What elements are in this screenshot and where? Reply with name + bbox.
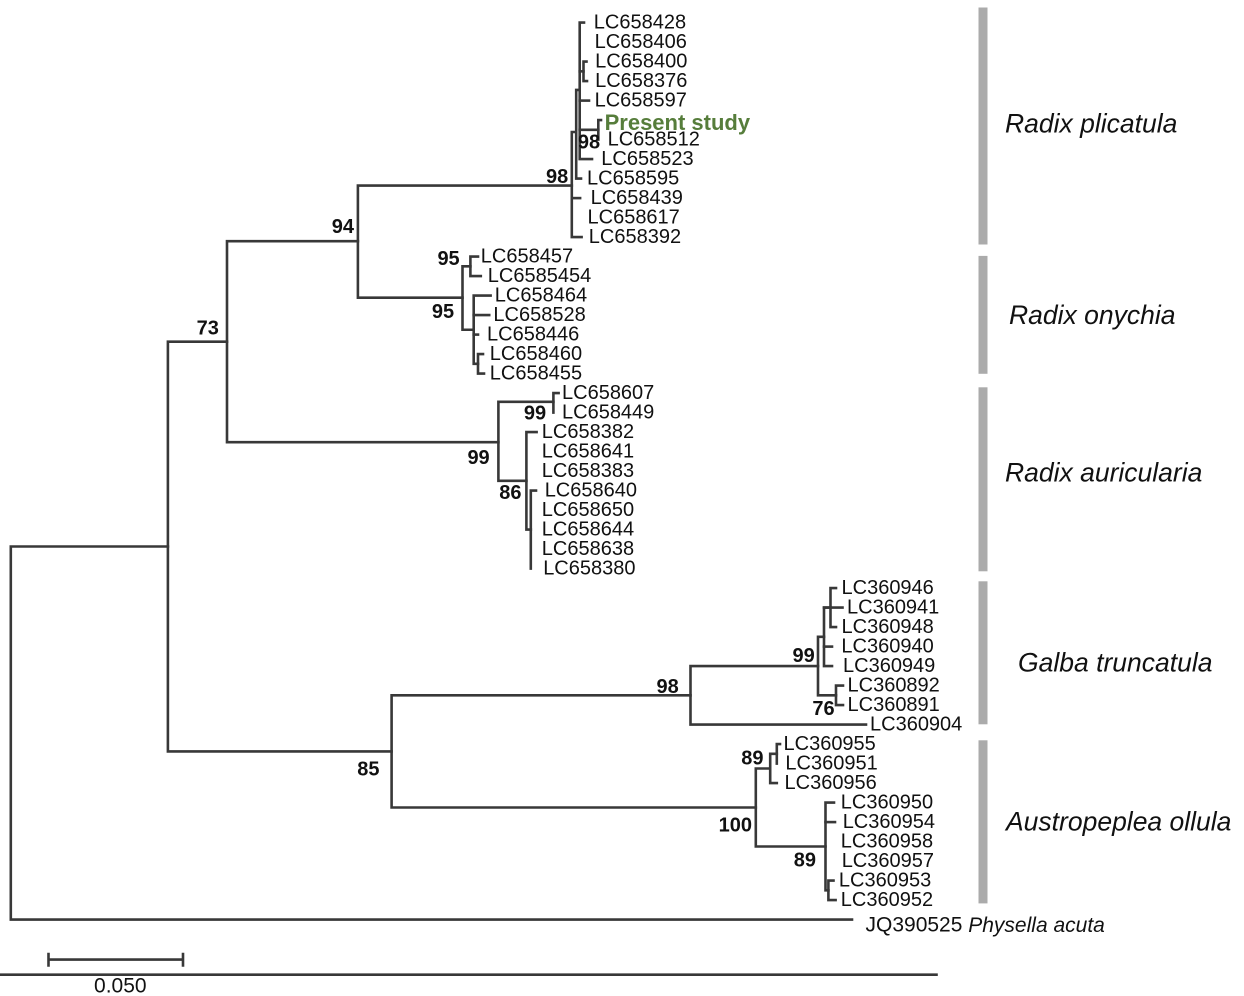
svg-text:Radix auricularia: Radix auricularia: [1005, 457, 1202, 487]
svg-text:LC360948: LC360948: [842, 616, 934, 638]
svg-text:LC658512: LC658512: [608, 129, 700, 151]
svg-text:LC658380: LC658380: [543, 558, 635, 580]
svg-text:LC658460: LC658460: [490, 343, 582, 365]
svg-text:0.050: 0.050: [94, 975, 147, 996]
svg-text:99: 99: [793, 645, 815, 667]
svg-text:LC658449: LC658449: [562, 402, 654, 424]
svg-text:LC658382: LC658382: [542, 421, 634, 443]
svg-text:86: 86: [499, 482, 521, 504]
svg-text:LC360954: LC360954: [843, 811, 935, 833]
svg-text:85: 85: [357, 758, 379, 780]
svg-text:LC658376: LC658376: [595, 70, 687, 92]
svg-text:95: 95: [437, 248, 459, 270]
svg-text:LC658640: LC658640: [545, 480, 637, 502]
svg-text:LC658528: LC658528: [493, 304, 585, 326]
svg-text:LC360941: LC360941: [847, 597, 939, 619]
svg-text:LC658446: LC658446: [487, 324, 579, 346]
svg-text:Austropeplea ollula: Austropeplea ollula: [1004, 807, 1231, 837]
svg-text:98: 98: [578, 132, 600, 154]
svg-text:LC658457: LC658457: [481, 246, 573, 268]
svg-text:LC360957: LC360957: [842, 850, 934, 872]
svg-text:LC658595: LC658595: [587, 168, 679, 190]
svg-text:LC360949: LC360949: [843, 655, 935, 677]
svg-text:LC360946: LC360946: [842, 577, 934, 599]
svg-text:LC658439: LC658439: [591, 187, 683, 209]
svg-text:LC658644: LC658644: [542, 519, 634, 541]
svg-text:LC658607: LC658607: [562, 382, 654, 404]
svg-text:LC658650: LC658650: [542, 499, 634, 521]
svg-text:LC658641: LC658641: [542, 441, 634, 463]
svg-text:LC360956: LC360956: [785, 772, 877, 794]
svg-text:98: 98: [546, 166, 568, 188]
svg-text:LC360904: LC360904: [870, 714, 962, 736]
svg-text:LC6585454: LC6585454: [488, 265, 591, 287]
svg-text:LC658455: LC658455: [490, 363, 582, 385]
svg-text:89: 89: [741, 748, 763, 770]
svg-text:95: 95: [432, 301, 454, 323]
svg-text:99: 99: [467, 447, 489, 469]
svg-text:JQ390525 Physella acuta: JQ390525 Physella acuta: [866, 914, 1105, 937]
svg-text:94: 94: [332, 216, 355, 238]
svg-text:99: 99: [524, 402, 546, 424]
svg-text:LC360891: LC360891: [848, 694, 940, 716]
svg-text:LC658597: LC658597: [595, 90, 687, 112]
svg-text:LC360950: LC360950: [841, 792, 933, 814]
svg-text:LC658638: LC658638: [542, 538, 634, 560]
svg-text:LC360940: LC360940: [841, 636, 933, 658]
svg-text:LC360892: LC360892: [848, 675, 940, 697]
svg-text:LC360955: LC360955: [784, 733, 876, 755]
svg-text:Radix plicatula: Radix plicatula: [1005, 109, 1177, 139]
svg-text:76: 76: [812, 698, 834, 720]
svg-text:LC658428: LC658428: [594, 12, 686, 34]
svg-text:89: 89: [794, 850, 816, 872]
svg-text:LC658383: LC658383: [542, 460, 634, 482]
svg-text:100: 100: [719, 814, 752, 836]
svg-text:98: 98: [657, 676, 679, 698]
svg-text:LC658400: LC658400: [595, 51, 687, 73]
svg-text:LC360952: LC360952: [841, 889, 933, 911]
svg-text:LC360953: LC360953: [839, 870, 931, 892]
svg-text:LC360951: LC360951: [785, 753, 877, 775]
svg-text:LC658523: LC658523: [601, 148, 693, 170]
svg-text:Radix onychia: Radix onychia: [1009, 300, 1175, 330]
svg-text:LC360958: LC360958: [841, 831, 933, 853]
svg-text:LC658406: LC658406: [595, 31, 687, 53]
svg-text:LC658392: LC658392: [589, 226, 681, 248]
svg-text:73: 73: [197, 318, 219, 340]
svg-text:LC658617: LC658617: [588, 207, 680, 229]
svg-text:LC658464: LC658464: [495, 285, 587, 307]
svg-text:Present study: Present study: [605, 110, 751, 135]
svg-text:Galba truncatula: Galba truncatula: [1018, 647, 1212, 677]
